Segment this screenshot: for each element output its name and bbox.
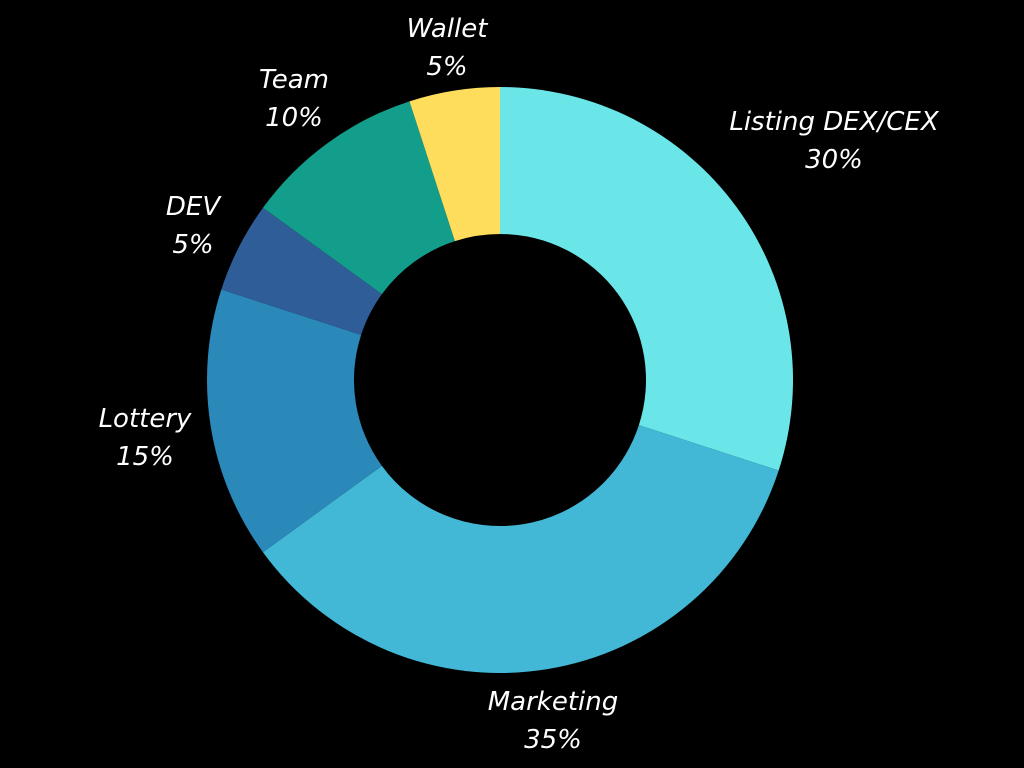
donut-slices xyxy=(206,87,793,673)
slice-labels: Listing DEX/CEX 30% Marketing 35% Lottery 15%… xyxy=(99,14,940,755)
donut-slice-dev xyxy=(221,207,382,335)
slice-label-value: 30% xyxy=(805,145,863,175)
donut-slice-lottery xyxy=(206,289,382,553)
slice-label-value: 5% xyxy=(426,52,467,82)
slice-label-value: 35% xyxy=(524,725,582,755)
slice-label-value: 15% xyxy=(116,442,174,472)
slice-label-value: 10% xyxy=(265,103,323,133)
slice-label-name: DEV xyxy=(166,192,222,222)
slice-label-name: Wallet xyxy=(407,14,489,44)
slice-label-name: Listing DEX/CEX xyxy=(729,107,940,137)
slice-label-name: Marketing xyxy=(488,687,619,717)
slice-label-value: 5% xyxy=(172,230,213,260)
slice-label-name: Lottery xyxy=(99,404,192,434)
donut-slice-team xyxy=(262,101,455,295)
donut-slice-wallet xyxy=(409,87,500,242)
slice-label-name: Team xyxy=(259,65,329,95)
donut-slice-listing-dex-cex xyxy=(500,87,793,471)
donut-slice-marketing xyxy=(262,425,779,673)
